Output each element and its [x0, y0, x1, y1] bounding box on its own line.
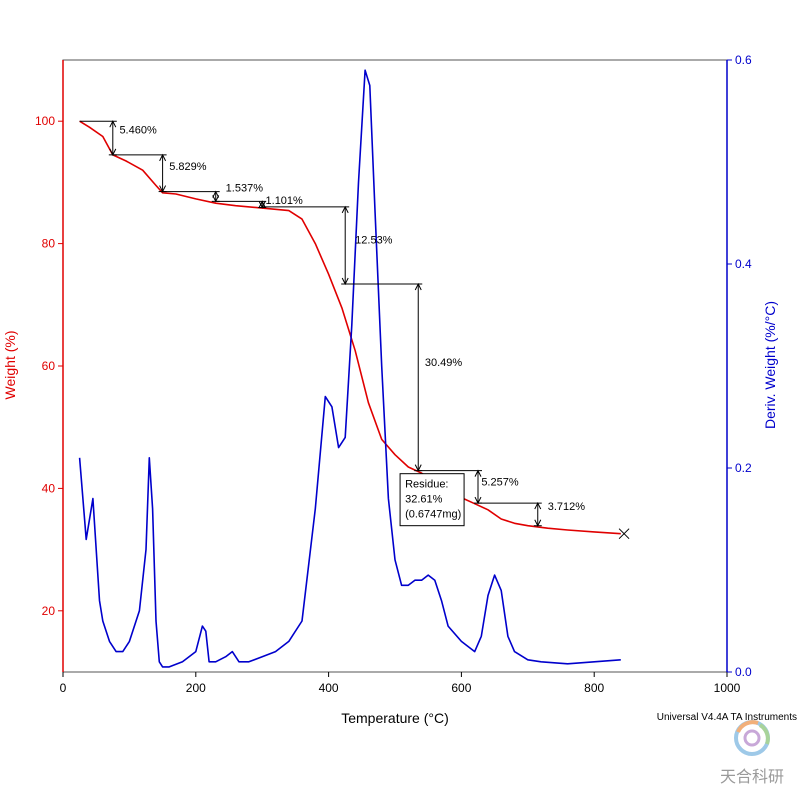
- axes: 0 200 400 600 800 1000 20 40 60 80 100 0.0 0.2 0.4 0.6: [35, 53, 752, 695]
- plot-frame: [62, 59, 728, 673]
- step-percent-label: 3.712%: [548, 501, 586, 513]
- series-group: [78, 69, 621, 668]
- y-left-tick-label: 20: [42, 604, 56, 618]
- step-percent-label: 5.460%: [119, 124, 157, 136]
- x-tick-label: 0: [60, 681, 67, 695]
- arrow-down-icon: [258, 201, 266, 209]
- annotations-group: 5.460% 5.829% 1.537%1.101% 12.53% 30.49% 5.25…: [79, 120, 630, 540]
- x-tick-label: 800: [584, 681, 604, 695]
- arrow-up-icon: [212, 190, 220, 198]
- arrow-up-icon: [109, 120, 117, 128]
- weight-curve: [79, 120, 621, 535]
- residue-label: (0.6747mg): [405, 509, 461, 521]
- axis-labels-group: Temperature (°C) Weight (%) Deriv. Weigh…: [2, 301, 797, 786]
- step-percent-label: 1.537%: [226, 183, 264, 195]
- derivative-curve: [78, 69, 621, 668]
- residue-marker: [618, 528, 630, 540]
- arrow-up-icon: [341, 205, 349, 214]
- arrow-down-icon: [534, 519, 542, 527]
- y-left-tick-label: 60: [42, 359, 56, 373]
- y-left-tick-label: 80: [42, 237, 56, 251]
- x-tick-label: 400: [319, 681, 339, 695]
- residue-box: [399, 473, 465, 527]
- y-left-axis-label: Weight (%): [2, 331, 18, 400]
- step-percent-label: 12.53%: [355, 235, 393, 247]
- step-percent-label: 5.829%: [169, 161, 207, 173]
- y-right-axis-label: Deriv. Weight (%/°C): [762, 301, 778, 429]
- y-right-tick-label: 0.4: [735, 257, 752, 271]
- x-tick-label: 600: [451, 681, 471, 695]
- y-right-tick-label: 0.2: [735, 461, 752, 475]
- watermark-logo-icon: [734, 720, 770, 756]
- y-right-tick-label: 0.6: [735, 53, 752, 67]
- arrow-up-icon: [534, 501, 542, 510]
- x-tick-label: 1000: [714, 681, 741, 695]
- step-percent-label: 30.49%: [425, 357, 463, 369]
- watermark-text: 天合科研: [720, 767, 784, 786]
- x-tick-label: 200: [186, 681, 206, 695]
- x-axis-label: Temperature (°C): [341, 710, 449, 726]
- y-right-tick-label: 0.0: [735, 665, 752, 679]
- residue-label: 32.61%: [405, 494, 443, 506]
- arrow-up-icon: [474, 469, 482, 477]
- y-left-tick-label: 100: [35, 114, 55, 128]
- step-percent-label: 5.257%: [481, 476, 519, 488]
- instrument-label: Universal V4.4A TA Instruments: [657, 712, 797, 723]
- arrow-up-icon: [258, 200, 266, 208]
- y-left-tick-label: 40: [42, 481, 56, 495]
- step-percent-label: 1.101%: [266, 195, 304, 207]
- residue-label: Residue:: [405, 479, 448, 491]
- arrow-up-icon: [414, 282, 422, 291]
- arrow-up-icon: [159, 153, 167, 162]
